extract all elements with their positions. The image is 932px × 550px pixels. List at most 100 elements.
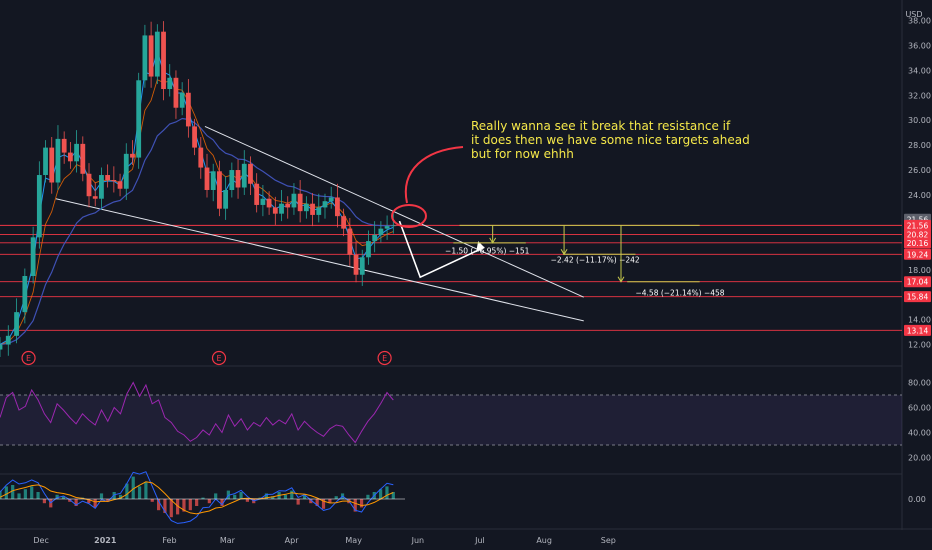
macd-histogram-bar bbox=[366, 494, 370, 499]
candle-body bbox=[173, 77, 179, 108]
macd-histogram-bar bbox=[385, 486, 389, 499]
macd-histogram-bar bbox=[245, 499, 249, 502]
candle-body bbox=[198, 147, 204, 168]
price-tick-label: 14.00 bbox=[908, 316, 931, 325]
rsi-tick-label: 80.00 bbox=[908, 379, 931, 388]
macd-histogram-bar bbox=[42, 499, 47, 504]
macd-histogram-bar bbox=[11, 485, 15, 499]
candle-body bbox=[235, 170, 241, 188]
candle-body bbox=[92, 196, 98, 199]
macd-histogram-bar bbox=[4, 486, 8, 499]
candle-body bbox=[61, 138, 67, 153]
price-tick-label: 18.00 bbox=[908, 266, 931, 275]
candle-body bbox=[303, 203, 309, 212]
candle-body bbox=[254, 183, 260, 205]
candle-body bbox=[297, 193, 303, 212]
macd-histogram-bar bbox=[169, 499, 173, 518]
rsi-pane: 20.00 40.00 60.00 80.00 bbox=[0, 379, 931, 463]
macd-histogram-bar bbox=[321, 499, 326, 509]
candle-body bbox=[30, 237, 36, 276]
candle-body bbox=[86, 173, 92, 197]
projection-path bbox=[398, 220, 485, 279]
candle-body bbox=[204, 167, 210, 190]
candle-body bbox=[291, 193, 297, 208]
macd-histogram-bar bbox=[93, 499, 97, 508]
macd-histogram-bar bbox=[334, 496, 338, 499]
rsi-band bbox=[0, 395, 902, 445]
moving-average-slow bbox=[0, 117, 394, 346]
candle-body bbox=[378, 228, 384, 235]
macd-histogram-bar bbox=[283, 494, 288, 499]
candle-body bbox=[322, 201, 328, 208]
earnings-marker[interactable]: E bbox=[21, 350, 36, 366]
candle-body bbox=[285, 203, 291, 208]
price-tick-label: 38.00 bbox=[908, 16, 931, 25]
macd-histogram-bar bbox=[87, 499, 91, 504]
candle-body bbox=[241, 163, 247, 188]
support-trendline[interactable] bbox=[55, 198, 584, 322]
earnings-circle bbox=[21, 350, 36, 366]
macd-histogram-bar bbox=[239, 492, 243, 499]
price-badges: 21.5635:5621.5620.8220.1619.2417.0415.84… bbox=[904, 213, 931, 336]
candle-body bbox=[279, 203, 284, 214]
measure-arrowhead bbox=[489, 237, 497, 244]
time-tick-label: Aug bbox=[536, 536, 552, 545]
macd-histogram-bar bbox=[0, 490, 2, 499]
price-badge-label: 15.84 bbox=[907, 293, 929, 302]
earnings-circle bbox=[211, 350, 227, 366]
macd-histogram-bar bbox=[118, 494, 123, 499]
candle-body bbox=[210, 171, 216, 190]
candle-body bbox=[136, 80, 142, 158]
candle-body bbox=[154, 31, 160, 77]
annotation-text: Really wanna see it break that resistanc… bbox=[471, 119, 731, 133]
candle-body bbox=[223, 189, 229, 209]
currency-label: USD bbox=[905, 10, 922, 19]
price-tick-label: 28.00 bbox=[908, 141, 931, 150]
macd-histogram-bar bbox=[353, 499, 357, 512]
macd-histogram-bar bbox=[30, 486, 34, 499]
macd-histogram-bar bbox=[379, 489, 383, 499]
macd-tick-label: 0.00 bbox=[908, 495, 926, 504]
measure-label: −2.42 (−11.17%) −242 bbox=[551, 255, 640, 264]
measurement-tools: −1.50 (−6.95%) −151 −2.42 (−11.17%) −242 −… bbox=[445, 224, 725, 297]
earnings-marker[interactable]: E bbox=[211, 350, 227, 366]
macd-histogram-bar bbox=[36, 492, 40, 499]
price-badge-label: 13.14 bbox=[907, 326, 929, 335]
time-tick-label: 2021 bbox=[94, 536, 117, 545]
macd-signal-line bbox=[0, 481, 394, 515]
candle-body bbox=[55, 138, 61, 183]
candle-body bbox=[372, 234, 378, 242]
candle-body bbox=[335, 197, 340, 217]
candle-body bbox=[5, 335, 11, 345]
macd-histogram-bar bbox=[233, 494, 237, 499]
macd-histogram-bar bbox=[125, 483, 129, 499]
time-tick-label: Sep bbox=[601, 536, 616, 545]
macd-histogram-bar bbox=[182, 499, 186, 512]
candle-body bbox=[353, 254, 359, 275]
price-badge bbox=[904, 291, 931, 303]
annotation-text: but for now ehhh bbox=[471, 147, 574, 161]
macd-histogram-bar bbox=[214, 493, 218, 499]
candle-body bbox=[0, 344, 3, 350]
projection bbox=[398, 220, 485, 279]
time-tick-label: Dec bbox=[33, 536, 48, 545]
candle-body bbox=[161, 31, 166, 90]
macd-histogram-bar bbox=[391, 492, 395, 499]
candle-body bbox=[310, 203, 315, 215]
macd-histogram-bar bbox=[264, 493, 269, 499]
time-tick-label: Feb bbox=[162, 536, 176, 545]
price-badge-label: 19.24 bbox=[907, 250, 929, 259]
candle-body bbox=[266, 198, 272, 208]
candle-body bbox=[148, 35, 154, 77]
candle-body bbox=[316, 207, 322, 215]
candle-body bbox=[80, 143, 86, 174]
macd-histogram-bar bbox=[137, 486, 142, 499]
macd-histogram-bar bbox=[207, 499, 211, 504]
annotation-arrow bbox=[404, 146, 464, 204]
earnings-marker[interactable]: E bbox=[377, 350, 392, 366]
price-badge-label: 17.04 bbox=[907, 278, 929, 287]
macd-histogram-bar bbox=[359, 499, 364, 508]
candle-body bbox=[341, 216, 347, 229]
measure-arrowhead bbox=[617, 276, 625, 283]
